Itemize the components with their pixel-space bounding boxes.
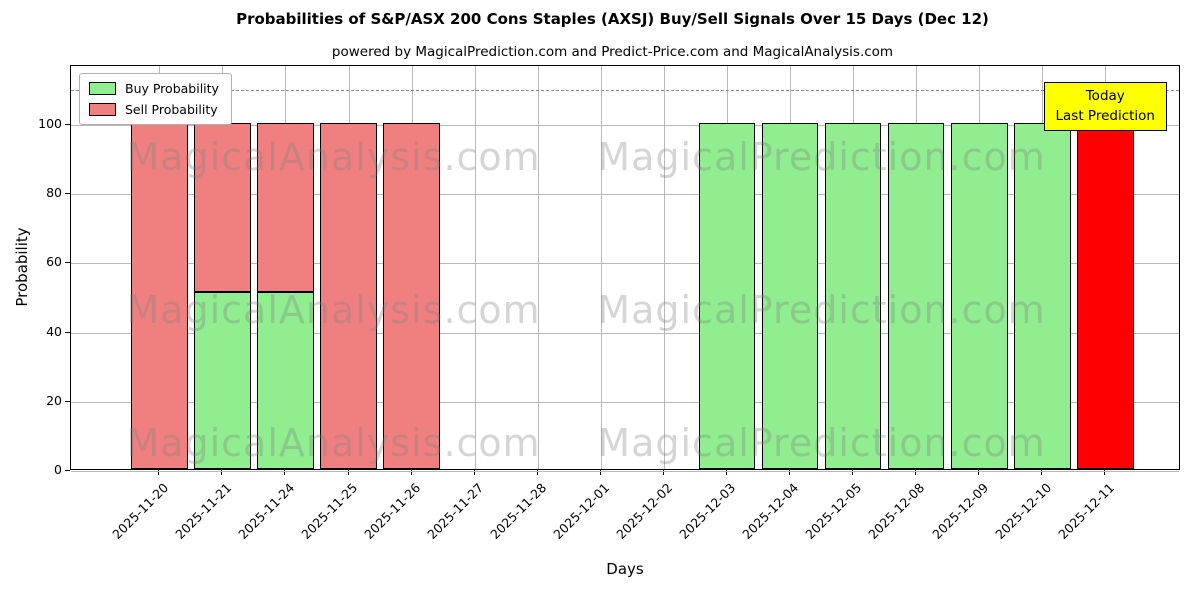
- x-axis-label: Days: [606, 560, 644, 578]
- gridline-horizontal: [71, 194, 1179, 196]
- x-tick-mark: [725, 470, 727, 475]
- x-tick-label: 2025-12-10: [991, 480, 1054, 542]
- x-tick-label: 2025-11-26: [361, 480, 424, 542]
- sell-bar-segment: [130, 122, 188, 469]
- x-tick-label: 2025-12-04: [739, 480, 802, 542]
- x-tick-mark: [473, 470, 475, 475]
- gridline-horizontal: [71, 401, 1179, 403]
- y-tick-mark: [65, 123, 70, 125]
- annotation-line-2: Last Prediction: [1055, 108, 1155, 125]
- buy-bar-segment: [887, 122, 945, 469]
- x-tick-mark: [788, 470, 790, 475]
- legend-item-buy: Buy Probability: [89, 81, 219, 96]
- buy-bar-segment: [761, 122, 819, 469]
- y-tick-mark: [65, 331, 70, 333]
- x-tick-label: 2025-12-11: [1054, 480, 1117, 542]
- x-tick-label: 2025-12-09: [928, 480, 991, 542]
- gridline-vertical: [600, 66, 602, 469]
- x-tick-label: 2025-11-24: [235, 480, 298, 542]
- x-tick-label: 2025-11-21: [171, 480, 234, 542]
- x-tick-mark: [410, 470, 412, 475]
- x-tick-mark: [852, 470, 854, 475]
- x-tick-label: 2025-11-25: [298, 480, 361, 542]
- y-tick-label: 40: [46, 323, 62, 339]
- dashed-threshold-line: [71, 90, 1179, 92]
- x-tick-label: 2025-11-27: [424, 480, 487, 542]
- buy-bar-segment: [1013, 122, 1071, 469]
- x-tick-mark: [221, 470, 223, 475]
- legend-label-buy: Buy Probability: [125, 81, 219, 96]
- gridline-horizontal: [71, 124, 1179, 126]
- x-tick-mark: [978, 470, 980, 475]
- sell-bar-segment: [257, 122, 314, 293]
- x-tick-label: 2025-11-28: [487, 480, 550, 542]
- gridline-horizontal: [71, 263, 1179, 265]
- chart-subtitle: powered by MagicalPrediction.com and Pre…: [331, 44, 894, 60]
- legend-item-sell: Sell Probability: [89, 102, 219, 117]
- x-tick-mark: [158, 470, 160, 475]
- gridline-vertical: [537, 66, 539, 469]
- y-tick-label: 20: [46, 392, 62, 408]
- buy-bar-segment: [257, 292, 314, 469]
- buy-bar-segment: [950, 122, 1008, 469]
- x-tick-mark: [536, 470, 538, 475]
- x-tick-label: 2025-12-03: [676, 480, 739, 542]
- y-tick-mark: [65, 193, 70, 195]
- x-tick-mark: [599, 470, 601, 475]
- gridline-horizontal: [71, 471, 1179, 472]
- legend-label-sell: Sell Probability: [125, 102, 218, 117]
- buy-bar-segment: [193, 292, 251, 469]
- y-tick-mark: [65, 470, 70, 471]
- legend-swatch-buy-icon: [89, 82, 116, 95]
- y-tick-label: 100: [38, 115, 62, 131]
- x-tick-mark: [1104, 470, 1106, 475]
- y-tick-label: 80: [46, 185, 62, 201]
- gridline-vertical: [663, 66, 665, 469]
- x-tick-label: 2025-12-05: [802, 480, 865, 542]
- sell-bar-segment: [383, 122, 440, 469]
- x-tick-mark: [347, 470, 349, 475]
- x-tick-label: 2025-12-02: [613, 480, 676, 542]
- gridline-horizontal: [71, 332, 1179, 334]
- gridline-vertical: [474, 66, 476, 469]
- x-tick-mark: [915, 470, 917, 475]
- chart-title: Probabilities of S&P/ASX 200 Cons Staple…: [236, 10, 989, 28]
- sell-bar-segment: [320, 122, 377, 469]
- y-tick-label: 0: [54, 462, 62, 477]
- x-tick-label: 2025-12-01: [550, 480, 613, 542]
- y-tick-mark: [65, 262, 70, 264]
- x-tick-label: 2025-12-08: [865, 480, 928, 542]
- legend: Buy Probability Sell Probability: [79, 73, 232, 125]
- x-tick-mark: [1041, 470, 1043, 475]
- y-tick-label: 60: [46, 254, 62, 270]
- x-tick-mark: [284, 470, 286, 475]
- today-bar-segment: [1076, 122, 1134, 469]
- plot-area: Buy Probability Sell Probability Today L…: [70, 65, 1180, 472]
- annotation-line-1: Today: [1085, 88, 1125, 104]
- today-annotation: Today Last Prediction: [1043, 82, 1167, 131]
- buy-bar-segment: [824, 122, 882, 469]
- buy-bar-segment: [698, 122, 756, 469]
- x-tick-label: 2025-11-20: [108, 480, 171, 542]
- x-tick-mark: [662, 470, 664, 475]
- y-tick-mark: [65, 400, 70, 402]
- legend-swatch-sell-icon: [89, 103, 116, 116]
- sell-bar-segment: [193, 122, 251, 293]
